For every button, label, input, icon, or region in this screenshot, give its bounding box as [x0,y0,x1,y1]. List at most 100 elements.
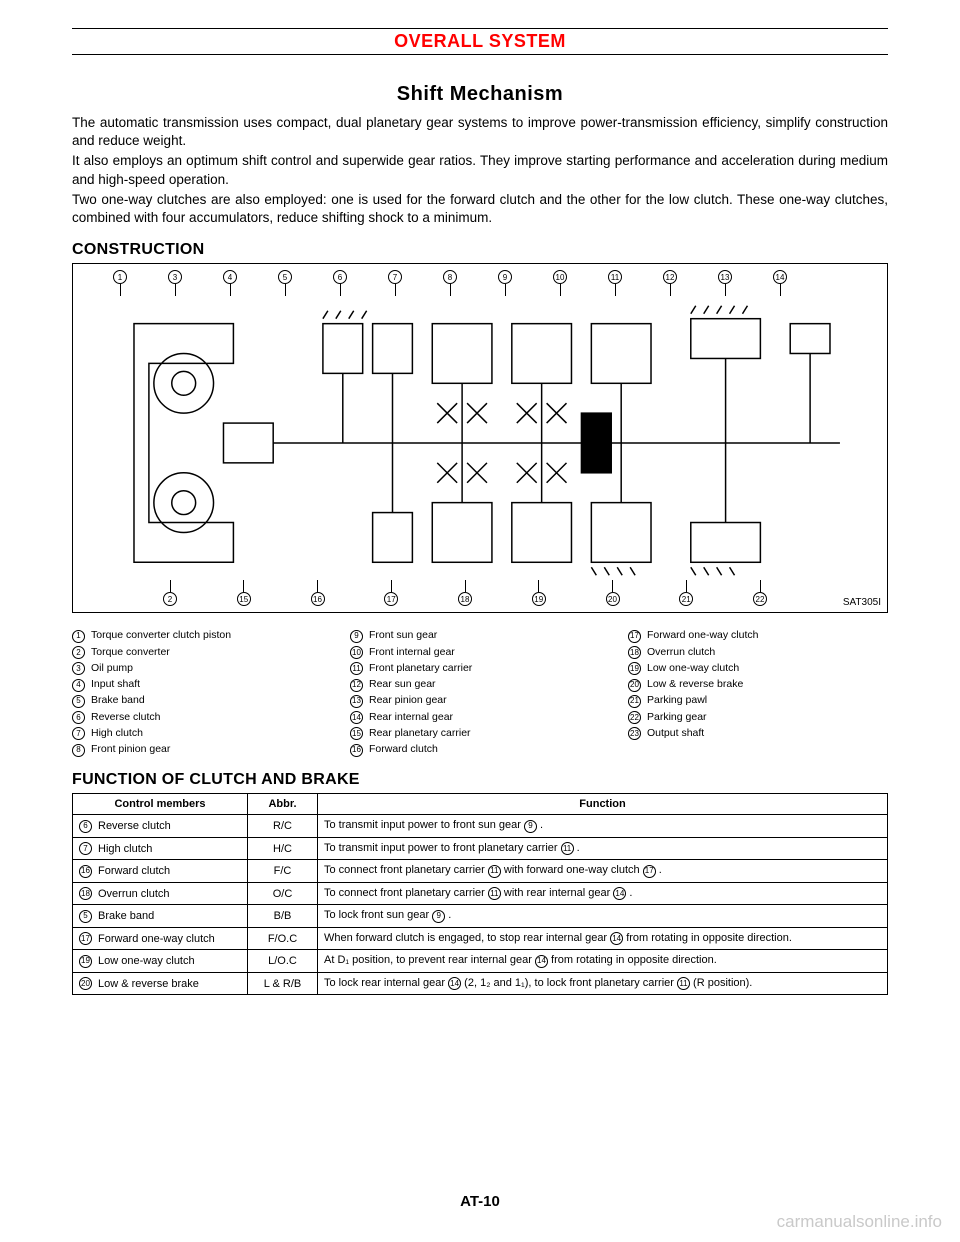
legend-item: 12Rear sun gear [350,676,610,692]
table-row: 17Forward one-way clutchF/O.CWhen forwar… [73,927,888,950]
callout: 8 [443,270,457,284]
row-number-icon: 16 [79,865,92,878]
legend-item: 6Reverse clutch [72,709,332,725]
legend-label: Rear internal gear [369,709,453,725]
legend-number-icon: 15 [350,727,363,740]
row-number-icon: 7 [79,842,92,855]
abbr-cell: O/C [248,882,318,905]
watermark: carmanualsonline.info [777,1212,942,1232]
abbr-cell: F/O.C [248,927,318,950]
callout: 22 [753,592,767,606]
legend-number-icon: 20 [628,679,641,692]
callout: 21 [679,592,693,606]
function-heading: FUNCTION OF CLUTCH AND BRAKE [72,771,888,789]
legend-number-icon: 17 [628,630,641,643]
legend-number-icon: 6 [72,711,85,724]
callout: 13 [718,270,732,284]
legend-item: 16Forward clutch [350,741,610,757]
callout: 2 [163,592,177,606]
function-table: Control members Abbr. Function 6Reverse … [72,793,888,995]
function-cell: At D₁ position, to prevent rear internal… [318,950,888,973]
abbr-cell: L/O.C [248,950,318,973]
legend-item: 8Front pinion gear [72,741,332,757]
ref-number-icon: 14 [448,977,461,990]
callout: 3 [168,270,182,284]
th-abbr: Abbr. [248,794,318,815]
legend-item: 21 Parking pawl [628,692,888,708]
callout: 4 [223,270,237,284]
legend-number-icon: 16 [350,744,363,757]
control-member-label: Reverse clutch [98,820,171,832]
intro-para-2: It also employs an optimum shift control… [72,152,888,188]
legend-number-icon: 4 [72,679,85,692]
ref-number-icon: 11 [488,887,501,900]
th-function: Function [318,794,888,815]
callout: 11 [608,270,622,284]
legend-number-icon: 21 [628,695,641,708]
ref-number-icon: 14 [613,887,626,900]
legend-number-icon: 8 [72,744,85,757]
legend-label: Parking pawl [647,692,707,708]
function-cell: To transmit input power to front planeta… [318,837,888,860]
control-member-label: High clutch [98,843,152,855]
legend-label: Torque converter [91,644,170,660]
control-member-label: Overrun clutch [98,888,170,900]
legend-item: 23Output shaft [628,725,888,741]
row-number-icon: 17 [79,932,92,945]
legend-label: Front internal gear [369,644,455,660]
legend-number-icon: 18 [628,646,641,659]
legend-label: Oil pump [91,660,133,676]
control-member-label: Low one-way clutch [98,955,195,967]
abbr-cell: R/C [248,815,318,838]
row-number-icon: 18 [79,887,92,900]
legend-item: 15Rear planetary carrier [350,725,610,741]
legend-number-icon: 7 [72,727,85,740]
legend-item: 3 Oil pump [72,660,332,676]
legend-item: 20Low & reverse brake [628,676,888,692]
function-cell: To connect front planetary carrier 11 wi… [318,882,888,905]
ref-number-icon: 17 [643,865,656,878]
callout: 12 [663,270,677,284]
legend-number-icon: 13 [350,695,363,708]
legend-label: Rear pinion gear [369,692,447,708]
control-member-label: Brake band [98,910,154,922]
legend-item: 7 High clutch [72,725,332,741]
row-number-icon: 19 [79,955,92,968]
ref-number-icon: 14 [610,932,623,945]
ref-number-icon: 9 [432,910,445,923]
page-header: OVERALL SYSTEM [72,31,888,52]
callout: 14 [773,270,787,284]
legend-number-icon: 10 [350,646,363,659]
legend-item: 9Front sun gear [350,627,610,643]
intro-para-1: The automatic transmission uses compact,… [72,114,888,150]
callout: 20 [606,592,620,606]
legend-label: Front planetary carrier [369,660,472,676]
callout: 19 [532,592,546,606]
legend-label: Input shaft [91,676,140,692]
function-cell: To transmit input power to front sun gea… [318,815,888,838]
legend-label: Front sun gear [369,627,437,643]
legend-number-icon: 1 [72,630,85,643]
function-cell: To lock front sun gear 9 . [318,905,888,928]
parts-legend: 1Torque converter clutch piston2Torque c… [72,627,888,757]
control-member-label: Forward clutch [98,865,170,877]
table-row: 19 Low one-way clutch L/O.CAt D₁ position,… [73,950,888,973]
abbr-cell: F/C [248,860,318,883]
ref-number-icon: 11 [561,842,574,855]
construction-heading: CONSTRUCTION [72,241,888,259]
legend-label: High clutch [91,725,143,741]
legend-label: Overrun clutch [647,644,715,660]
legend-number-icon: 22 [628,711,641,724]
legend-number-icon: 3 [72,662,85,675]
ref-number-icon: 11 [677,977,690,990]
legend-label: Torque converter clutch piston [91,627,231,643]
table-row: 16Forward clutchF/CTo connect front plan… [73,860,888,883]
legend-number-icon: 11 [350,662,363,675]
abbr-cell: B/B [248,905,318,928]
legend-label: Output shaft [647,725,704,741]
table-row: 5Brake bandB/BTo lock front sun gear 9 . [73,905,888,928]
legend-number-icon: 14 [350,711,363,724]
legend-number-icon: 19 [628,662,641,675]
intro-para-3: Two one-way clutches are also employed: … [72,191,888,227]
legend-label: Rear sun gear [369,676,436,692]
